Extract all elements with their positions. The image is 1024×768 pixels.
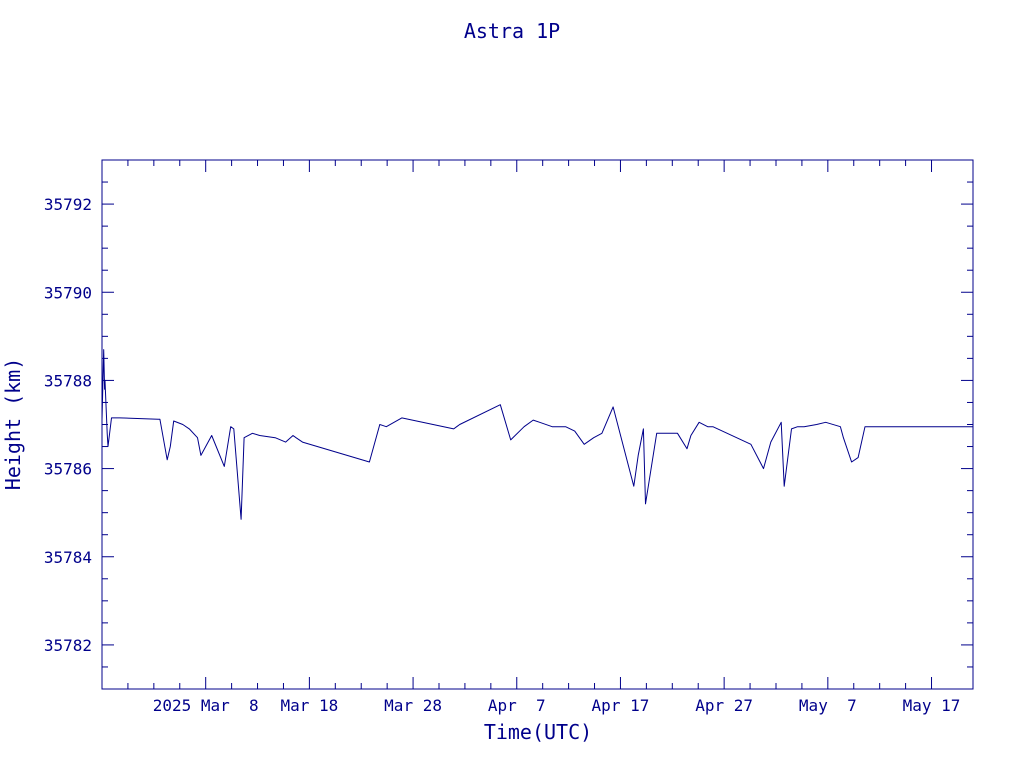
x-tick-label: May 7 (799, 696, 857, 715)
y-tick-label: 35786 (44, 460, 92, 479)
series-layer (101, 349, 973, 520)
x-tick-label: 2025 Mar 8 (153, 696, 259, 715)
y-tick-label: 35782 (44, 636, 92, 655)
y-axis-label: Height (km) (1, 358, 25, 490)
x-tick-label: Apr 7 (488, 696, 546, 715)
y-tick-label: 35790 (44, 283, 92, 302)
x-tick-label: Apr 17 (592, 696, 650, 715)
x-axis: 2025 Mar 8 Mar 18 Mar 28 Apr 7 Apr 17 Apr 27 M… (101, 160, 961, 715)
y-tick-label: 35792 (44, 195, 92, 214)
x-tick-label: Mar 28 (384, 696, 442, 715)
plot-frame (101, 159, 974, 690)
chart-title: Astra 1P (464, 19, 560, 43)
x-tick-label: Apr 27 (695, 696, 753, 715)
y-tick-label: 35788 (44, 371, 92, 390)
y-axis: 35782 35784 35786 35788 35790 35792 (44, 159, 973, 690)
y-tick-label: 35784 (44, 548, 92, 567)
x-tick-label: Mar 18 (280, 696, 338, 715)
x-tick-label: May 17 (903, 696, 961, 715)
series-line (101, 349, 973, 520)
x-axis-label: Time(UTC) (484, 720, 592, 744)
